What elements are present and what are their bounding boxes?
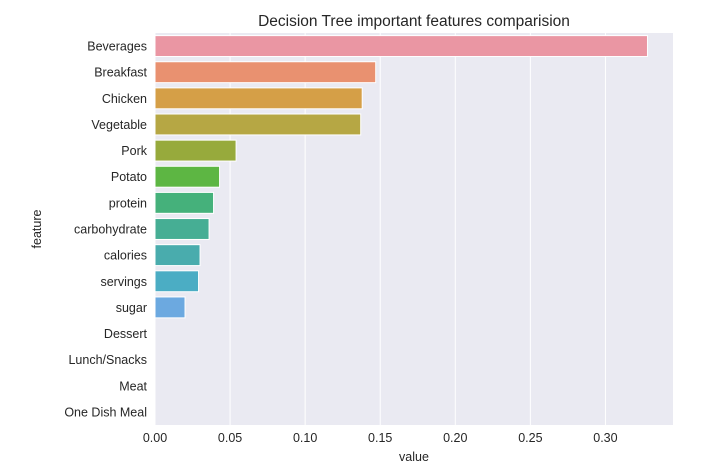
x-tick-label: 0.30 — [593, 431, 617, 445]
y-tick-label: carbohydrate — [74, 223, 147, 237]
x-tick-label: 0.00 — [143, 431, 167, 445]
x-tick-label: 0.25 — [518, 431, 542, 445]
y-tick-label: Potato — [111, 170, 147, 184]
x-tick-label: 0.10 — [293, 431, 317, 445]
y-tick-label: Dessert — [104, 327, 148, 341]
y-tick-label: protein — [109, 196, 147, 210]
bar-vegetable — [154, 113, 362, 136]
bar-pork — [154, 139, 237, 162]
y-tick-label: calories — [104, 249, 147, 263]
y-tick-labels: Beverages Breakfast Chicken Vegetable Pork Po… — [64, 40, 147, 420]
x-tick-label: 0.05 — [218, 431, 242, 445]
bar-potato — [154, 165, 221, 188]
y-tick-label: One Dish Meal — [64, 405, 147, 419]
y-tick-label: Meat — [119, 379, 147, 393]
y-tick-label: Lunch/Snacks — [68, 353, 147, 367]
bars — [154, 35, 648, 319]
bar-protein — [154, 191, 215, 214]
y-tick-label: Beverages — [87, 40, 147, 54]
y-axis-label: feature — [30, 209, 44, 248]
chart-title: Decision Tree important features compari… — [258, 13, 570, 30]
y-tick-label: servings — [100, 275, 147, 289]
bar-beverages — [154, 35, 648, 58]
bar-sugar — [154, 296, 186, 319]
bar-chicken — [154, 87, 363, 110]
bar-breakfast — [154, 61, 377, 84]
y-tick-label: Breakfast — [94, 66, 147, 80]
y-tick-label: Chicken — [102, 92, 147, 106]
y-tick-label: sugar — [116, 301, 147, 315]
y-tick-label: Vegetable — [91, 118, 147, 132]
bar-servings — [154, 270, 200, 293]
bar-carbohydrate — [154, 218, 210, 240]
bar-calories — [154, 244, 201, 267]
x-tick-labels: 0.00 0.05 0.10 0.15 0.20 0.25 0.30 — [143, 431, 618, 445]
y-tick-label: Pork — [121, 144, 147, 158]
x-tick-label: 0.20 — [443, 431, 467, 445]
x-tick-label: 0.15 — [368, 431, 392, 445]
x-axis-label: value — [399, 450, 429, 464]
